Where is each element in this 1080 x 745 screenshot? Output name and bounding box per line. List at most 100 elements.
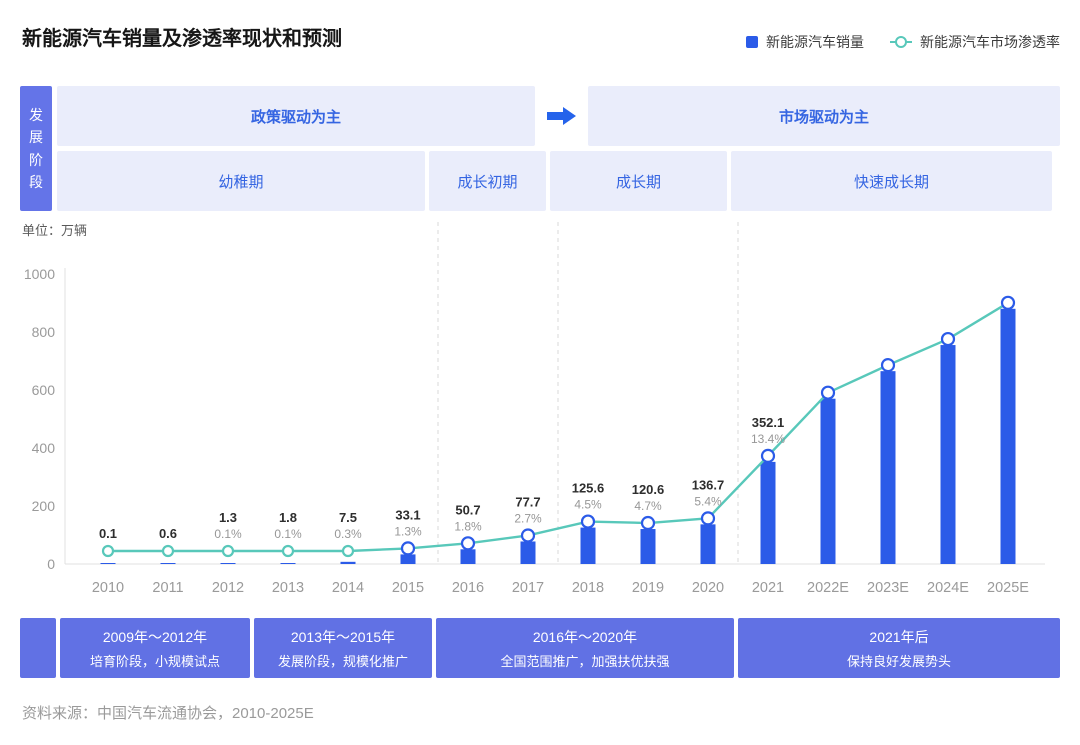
phase-box-rapid-growth: 快速成长期 — [731, 151, 1052, 211]
sales-bar-2020 — [700, 524, 716, 564]
arrow-slot — [539, 86, 584, 146]
penetration-point-2019 — [640, 515, 656, 531]
penetration-point-2016 — [460, 536, 476, 551]
penetration-point-2021 — [760, 448, 776, 463]
sales-value-label: 1.8 — [279, 510, 297, 525]
sales-bar-2012 — [220, 563, 236, 564]
penetration-value-label: 1.8% — [454, 519, 482, 533]
timeline-period: 2009年～2012年 — [102, 628, 208, 645]
x-axis-label-2016: 2016 — [452, 580, 484, 596]
penetration-point-2022E — [820, 385, 836, 400]
phase-box-early-growth: 成长初期 — [429, 151, 546, 211]
sales-bar-2022E — [820, 398, 836, 564]
penetration-line — [108, 301, 1009, 553]
penetration-point-2011 — [161, 544, 175, 558]
sales-bar-2013 — [280, 563, 296, 564]
legend-label-penetration: 新能源汽车市场渗透率 — [920, 34, 1060, 50]
phase-label: 成长初期 — [457, 173, 518, 191]
y-axis-tick-label: 0 — [47, 556, 55, 572]
penetration-point-2025E — [1000, 295, 1016, 310]
x-axis-label-2013: 2013 — [272, 580, 304, 596]
sales-value-label: 7.5 — [339, 510, 357, 525]
penetration-value-label: 4.5% — [574, 498, 602, 512]
timeline-box-2009-2012: 2009年～2012年 培育阶段，小规模试点 — [60, 618, 250, 678]
penetration-value-label: 5.4% — [694, 494, 722, 508]
timeline-desc: 培育阶段，小规模试点 — [89, 653, 220, 669]
sales-value-label: 120.6 — [632, 482, 665, 497]
penetration-point-2020 — [700, 511, 716, 526]
sales-value-label: 0.6 — [159, 526, 177, 541]
timeline-box-2013-2015: 2013年～2015年 发展阶段，规模化推广 — [254, 618, 432, 678]
arrow-right-icon — [546, 107, 576, 125]
x-axis-label-2014: 2014 — [332, 580, 364, 596]
unit-label: 单位：万辆 — [22, 223, 88, 238]
sales-value-label: 136.7 — [692, 477, 725, 492]
x-axis-label-2025E: 2025E — [987, 580, 1029, 596]
penetration-value-label: 4.7% — [634, 499, 662, 513]
driver-policy-label: 政策驱动为主 — [250, 108, 341, 126]
policy-timeline-banner: 2009年～2012年 培育阶段，小规模试点 2013年～2015年 发展阶段，… — [20, 618, 1060, 678]
sales-value-label: 1.3 — [219, 510, 237, 525]
timeline-period: 2021年后 — [869, 628, 929, 645]
phase-label: 成长期 — [615, 173, 661, 191]
x-axis-label-2019: 2019 — [632, 580, 664, 596]
timeline-period: 2013年～2015年 — [290, 628, 396, 645]
x-axis-label-2012: 2012 — [212, 580, 244, 596]
sales-value-label: 50.7 — [455, 502, 480, 517]
sales-bar-2025E — [1000, 308, 1016, 564]
sales-value-label: 77.7 — [515, 494, 540, 509]
timeline-side-square — [20, 618, 56, 678]
x-axis-label-2022E: 2022E — [807, 580, 849, 596]
x-axis-label-2021: 2021 — [752, 580, 784, 596]
sales-bar-2015 — [400, 554, 416, 564]
timeline-box-2016-2020: 2016年～2020年 全国范围推广，加强扶优扶强 — [436, 618, 734, 678]
sales-value-label: 33.1 — [395, 507, 420, 522]
driver-policy-box: 政策驱动为主 — [57, 86, 535, 146]
driver-market-label: 市场驱动为主 — [778, 108, 869, 126]
line-series-marker-icon — [890, 36, 912, 48]
timeline-desc: 发展阶段，规模化推广 — [277, 653, 408, 669]
phase-label: 幼稚期 — [218, 173, 264, 191]
sales-bar-2018 — [580, 527, 596, 564]
penetration-point-2017 — [520, 528, 536, 543]
sales-bar-2017 — [520, 541, 536, 564]
penetration-value-label: 0.1% — [214, 527, 242, 541]
sales-value-label: 352.1 — [752, 415, 785, 430]
phase-row: 幼稚期 成长初期 成长期 快速成长期 — [57, 151, 1060, 211]
sales-bar-2014 — [340, 561, 356, 564]
y-axis-tick-label: 400 — [32, 440, 56, 456]
penetration-point-2010 — [101, 544, 115, 558]
penetration-point-2024E — [940, 331, 956, 347]
x-axis-label-2015: 2015 — [392, 580, 424, 596]
penetration-point-2014 — [341, 544, 355, 558]
timeline-desc: 全国范围推广，加强扶优扶强 — [500, 653, 670, 669]
sales-bar-2024E — [940, 345, 956, 564]
chart-legend: 新能源汽车销量 新能源汽车市场渗透率 — [746, 32, 1060, 52]
timeline-desc: 保持良好发展势头 — [846, 653, 951, 669]
penetration-value-label: 0.3% — [334, 527, 362, 541]
sales-bar-2019 — [640, 529, 656, 564]
penetration-value-label: 2.7% — [514, 511, 542, 525]
source-note: 资料来源：中国汽车流通协会，2010-2025E — [22, 705, 314, 722]
x-axis-label-2017: 2017 — [512, 580, 544, 596]
sales-bar-2011 — [160, 563, 176, 564]
penetration-point-2013 — [281, 544, 295, 558]
bar-series-swatch-icon — [746, 36, 758, 48]
y-axis-tick-label: 200 — [32, 498, 56, 514]
page-title: 新能源汽车销量及渗透率现状和预测 — [22, 28, 342, 50]
x-axis-label-2018: 2018 — [572, 580, 604, 596]
legend-item-sales: 新能源汽车销量 — [746, 32, 864, 52]
sales-value-label: 0.1 — [99, 526, 117, 541]
timeline-box-2021-after: 2021年后 保持良好发展势头 — [738, 618, 1060, 678]
y-axis-tick-label: 800 — [32, 324, 56, 340]
phase-label: 快速成长期 — [853, 173, 929, 191]
x-axis-label-2020: 2020 — [692, 580, 724, 596]
penetration-value-label: 13.4% — [751, 432, 785, 446]
phase-box-growth: 成长期 — [550, 151, 727, 211]
sales-bar-2021 — [760, 461, 776, 564]
x-axis-label-2011: 2011 — [152, 580, 183, 596]
driver-market-box: 市场驱动为主 — [588, 86, 1060, 146]
sales-value-label: 125.6 — [572, 481, 605, 496]
penetration-value-label: 0.1% — [274, 527, 302, 541]
